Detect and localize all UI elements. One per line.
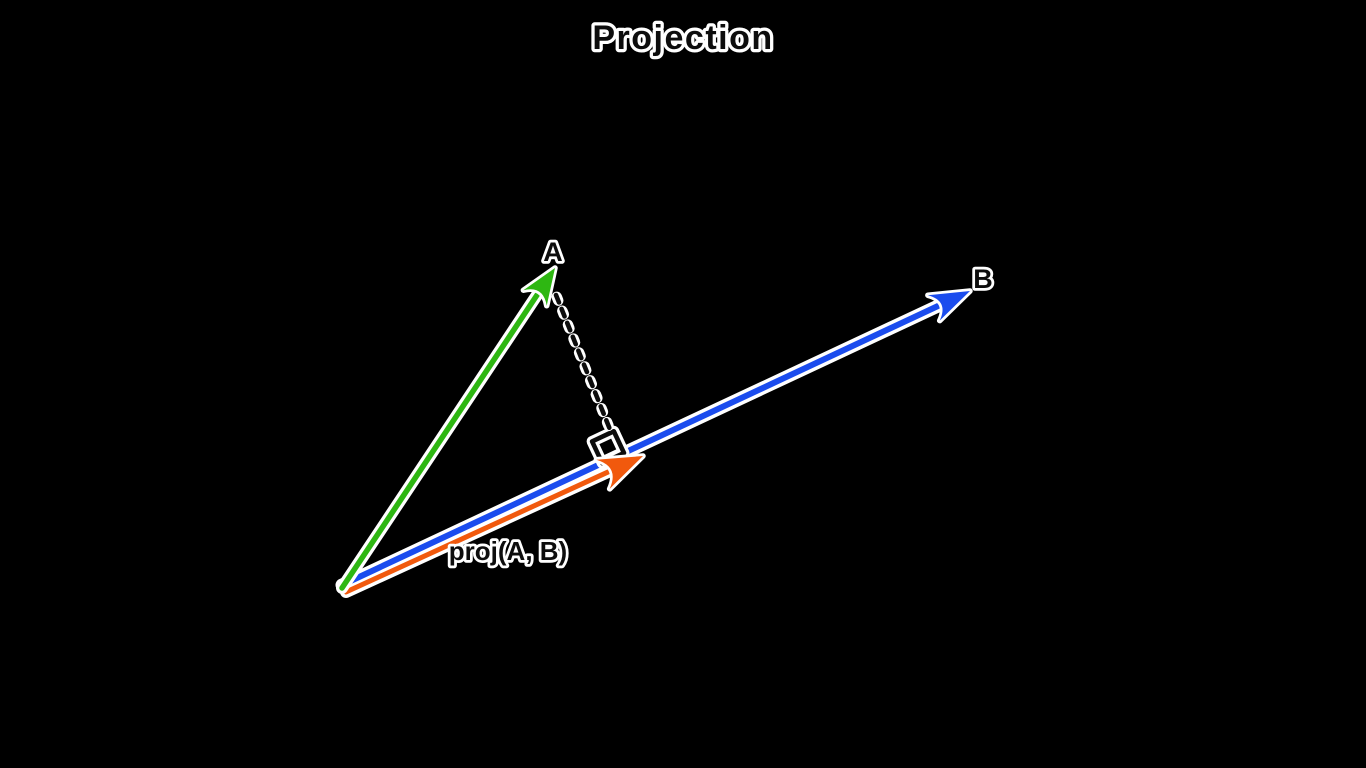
vector-label-proj: proj(A, B) bbox=[449, 536, 567, 566]
A-vector-shaft bbox=[339, 286, 544, 591]
perpendicular-dash bbox=[587, 376, 595, 389]
perpendicular-dash bbox=[570, 334, 579, 347]
B-arrowhead bbox=[925, 288, 973, 324]
perpendicular-dash bbox=[559, 306, 567, 319]
vector-label-A: A bbox=[543, 237, 563, 267]
diagram-title: Projection bbox=[592, 19, 773, 57]
proj-arrowhead bbox=[593, 453, 646, 492]
proj-vector-shaft bbox=[343, 466, 618, 595]
perpendicular-dash bbox=[598, 404, 606, 417]
perpendicular-dash bbox=[603, 417, 612, 431]
perpendicular-dash bbox=[564, 320, 573, 333]
A-arrowhead bbox=[520, 265, 558, 309]
perpendicular-dash bbox=[581, 362, 590, 375]
vector-label-B: B bbox=[973, 264, 993, 294]
perpendicular-dash bbox=[592, 390, 601, 403]
B-vector-shaft bbox=[339, 299, 948, 588]
perpendicular-dash bbox=[576, 348, 584, 361]
perpendicular-dash bbox=[553, 292, 562, 305]
